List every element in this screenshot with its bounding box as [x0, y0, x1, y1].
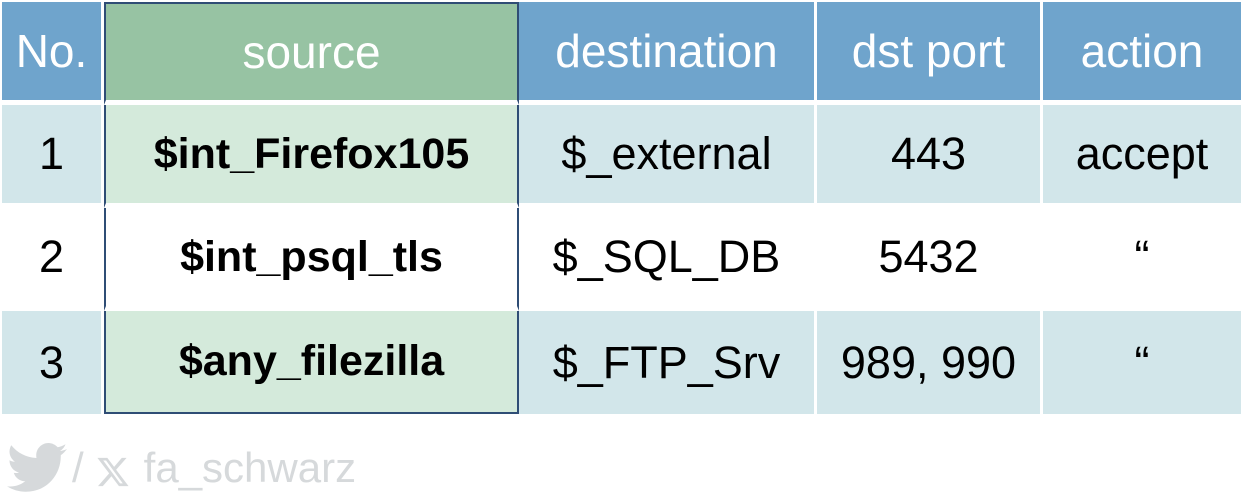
cell-destination: $_external	[519, 105, 817, 208]
header-destination: destination	[519, 2, 817, 105]
firewall-rules-table: No. source destination dst port action 1…	[2, 2, 1241, 414]
cell-source: $any_filezilla	[104, 311, 519, 414]
table-row: 3 $any_filezilla $_FTP_Srv 989, 990 “	[2, 311, 1241, 414]
cell-no: 2	[2, 208, 104, 311]
cell-dst-port: 989, 990	[817, 311, 1043, 414]
header-source: source	[104, 2, 519, 105]
footer-slash: /	[72, 444, 84, 491]
cell-action: accept	[1043, 105, 1241, 208]
cell-source: $int_Firefox105	[104, 105, 519, 208]
header-dst-port: dst port	[817, 2, 1043, 105]
header-no: No.	[2, 2, 104, 105]
cell-action: “	[1043, 311, 1241, 414]
cell-no: 1	[2, 105, 104, 208]
cell-source: $int_psql_tls	[104, 208, 519, 311]
author-footer: / fa_schwarz	[6, 440, 356, 496]
cell-action: “	[1043, 208, 1241, 311]
table-header-row: No. source destination dst port action	[2, 2, 1241, 105]
cell-no: 3	[2, 311, 104, 414]
cell-dst-port: 5432	[817, 208, 1043, 311]
table-row: 2 $int_psql_tls $_SQL_DB 5432 “	[2, 208, 1241, 311]
header-action: action	[1043, 2, 1241, 105]
table-row: 1 $int_Firefox105 $_external 443 accept	[2, 105, 1241, 208]
x-logo-icon	[96, 451, 130, 487]
author-handle: fa_schwarz	[143, 444, 357, 491]
cell-dst-port: 443	[817, 105, 1043, 208]
twitter-bird-icon	[6, 443, 68, 493]
cell-destination: $_FTP_Srv	[519, 311, 817, 414]
cell-destination: $_SQL_DB	[519, 208, 817, 311]
